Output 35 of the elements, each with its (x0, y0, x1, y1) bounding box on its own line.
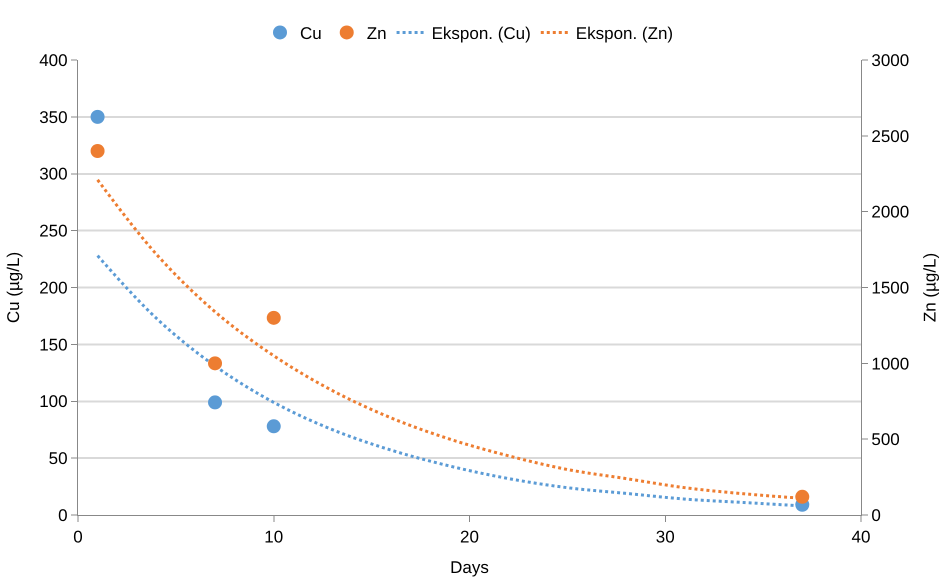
x-tick-label: 40 (852, 527, 870, 546)
x-tick-label: 30 (656, 527, 675, 546)
x-axis-title: Days (450, 558, 489, 577)
x-tick-label: 20 (460, 527, 479, 546)
point (90, 110, 105, 124)
x-tick-label: 10 (264, 527, 284, 546)
legend-label: Zn (366, 24, 387, 44)
point (266, 310, 281, 325)
x-tick-label: 0 (73, 527, 83, 546)
point (266, 419, 281, 434)
y2-tick-label: 2000 (871, 202, 910, 222)
y-tick-label: 400 (39, 50, 68, 70)
legend-label: Cu (300, 24, 322, 44)
y-tick-label: 250 (39, 222, 68, 241)
y-tick-label: 150 (39, 335, 68, 354)
point (795, 490, 810, 504)
y-tick-label: 50 (48, 449, 68, 468)
y2-tick-label: 2500 (871, 126, 910, 146)
y2-tick-label: 0 (871, 506, 881, 525)
y2-axis-title: Zn (µg/L) (920, 252, 940, 322)
y-tick-label: 200 (39, 278, 68, 298)
y-tick-label: 300 (39, 164, 68, 184)
point (90, 144, 105, 158)
point (208, 356, 222, 370)
y2-tick-label: 500 (871, 430, 900, 450)
y-axis-title: Cu (µg/L) (4, 252, 23, 324)
y-tick-label: 350 (39, 108, 68, 127)
y2-tick-label: 3000 (871, 50, 910, 70)
legend-label: Ekspon. (Zn) (576, 24, 674, 44)
legend-label: Ekspon. (Cu) (432, 24, 531, 44)
y2-tick-label: 1500 (871, 278, 910, 298)
point (208, 395, 222, 410)
y-tick-label: 100 (39, 392, 68, 412)
y2-tick-label: 1000 (871, 354, 910, 374)
y-tick-label: 0 (58, 506, 68, 525)
